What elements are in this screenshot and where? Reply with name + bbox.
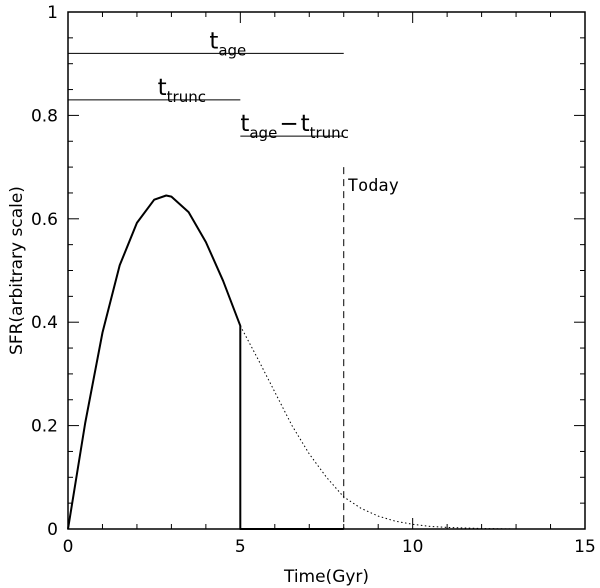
y-tick-label: 0: [47, 520, 58, 540]
t-diff-operator: −: [279, 111, 298, 137]
y-tick-label: 0.2: [31, 417, 58, 437]
x-tick-label: 10: [402, 537, 424, 557]
today-label: Today: [348, 176, 399, 196]
x-tick-label: 15: [574, 537, 596, 557]
y-tick-label: 1: [47, 3, 58, 23]
plot-frame: [67, 11, 586, 530]
y-tick-label: 0.8: [31, 106, 58, 126]
t-diff-main1: t: [240, 111, 249, 137]
t-age-minus-t-trunc-label: tage−ttrunc: [240, 111, 349, 142]
t-diff-main2: t: [301, 111, 310, 137]
t-trunc-main: t: [158, 75, 167, 101]
annotation-layer: Today tage ttrunc tage−ttrunc: [68, 28, 399, 529]
t-trunc-sub: trunc: [167, 88, 206, 106]
y-tick-label: 0.6: [31, 210, 58, 230]
y-tick-label: 0.4: [31, 313, 58, 333]
x-tick-label: 0: [63, 537, 74, 557]
t-age-main: t: [209, 28, 218, 54]
t-trunc-label: ttrunc: [158, 75, 206, 106]
t-diff-sub2: trunc: [310, 124, 349, 142]
sfr-truncated-curve: [67, 194, 344, 530]
tick-labels: 0 5 10 15 0 0.2 0.4 0.6 0.8 1: [31, 3, 596, 557]
t-age-sub: age: [218, 41, 246, 59]
t-diff-sub1: age: [249, 124, 277, 142]
t-age-label: tage: [209, 28, 246, 59]
sfr-extrapolated-curve: [239, 325, 585, 530]
tick-marks: [67, 11, 586, 530]
y-axis-title: SFR(arbitrary scale): [7, 186, 27, 355]
series-layer: [67, 194, 585, 530]
x-axis-title: Time(Gyr): [283, 567, 369, 587]
x-tick-label: 5: [235, 537, 246, 557]
